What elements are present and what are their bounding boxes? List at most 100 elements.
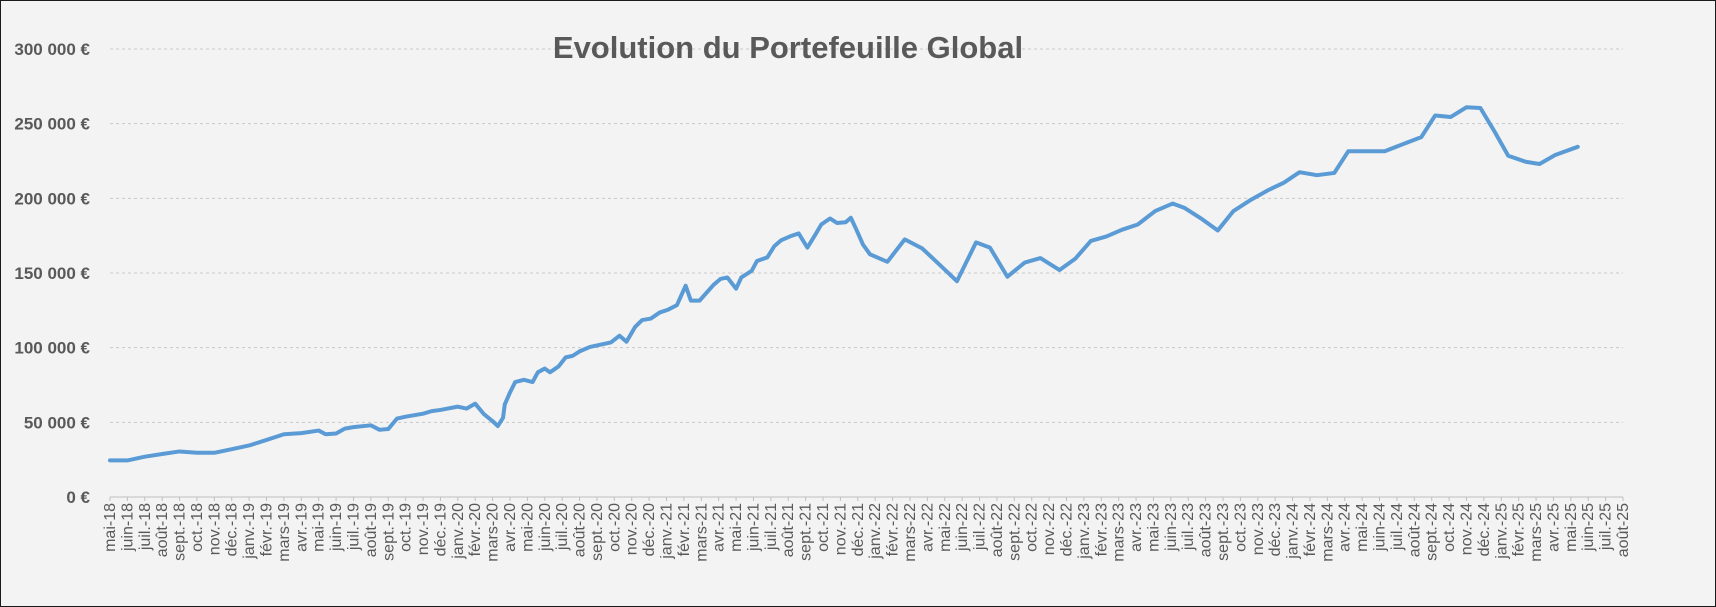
x-tick-label: déc.-18 — [224, 503, 241, 556]
x-tick-label: sept.-21 — [798, 503, 815, 561]
x-tick-label: mars-24 — [1319, 503, 1336, 562]
y-tick-label: 100 000 € — [14, 339, 90, 358]
x-tick-label: déc.-21 — [850, 503, 867, 556]
x-tick-label: oct.-22 — [1024, 503, 1041, 552]
x-tick-label: janv.-20 — [450, 503, 467, 560]
x-tick-label: août-21 — [780, 503, 797, 557]
x-tick-label: sept.-23 — [1215, 503, 1232, 561]
x-tick-label: déc.-20 — [641, 503, 658, 556]
x-tick-label: févr.-23 — [1093, 503, 1110, 556]
x-tick-label: févr.-20 — [467, 503, 484, 556]
x-tick-label: juin-20 — [537, 503, 554, 552]
x-tick-label: avr.-20 — [502, 503, 519, 552]
x-tick-label: janv.-24 — [1285, 503, 1302, 560]
x-tick-label: avr.-25 — [1545, 503, 1562, 552]
y-tick-label: 50 000 € — [24, 413, 91, 432]
x-tick-label: juin-18 — [119, 503, 136, 552]
x-tick-label: févr.-25 — [1511, 503, 1528, 556]
x-tick-label: mai-19 — [311, 503, 328, 552]
x-axis-ticks: mai-18 juin-18 juil.-18 août-18 sept.-18 oct.… — [102, 497, 1632, 562]
x-tick-label: mai-25 — [1563, 503, 1580, 552]
x-tick-label: juil.-19 — [345, 503, 362, 551]
x-tick-label: sept.-22 — [1006, 503, 1023, 561]
x-tick-label: mai-22 — [937, 503, 954, 552]
x-tick-label: janv.-19 — [241, 503, 258, 560]
x-tick-label: juin-21 — [745, 503, 762, 552]
x-tick-label: sept.-18 — [172, 503, 189, 561]
chart-title: Evolution du Portefeuille Global — [553, 30, 1023, 65]
x-tick-label: nov.-19 — [415, 503, 432, 555]
y-tick-label: 300 000 € — [14, 40, 90, 59]
y-tick-label: 150 000 € — [14, 264, 90, 283]
x-tick-label: janv.-22 — [867, 503, 884, 560]
x-tick-label: févr.-19 — [259, 503, 276, 556]
x-tick-label: mars-21 — [693, 503, 710, 562]
x-tick-label: juil.-22 — [972, 503, 989, 551]
x-tick-label: oct.-24 — [1441, 503, 1458, 552]
x-tick-label: janv.-21 — [659, 503, 676, 560]
x-tick-label: mai-20 — [519, 503, 536, 552]
x-tick-label: avr.-24 — [1337, 503, 1354, 552]
x-tick-label: avr.-22 — [919, 503, 936, 552]
x-tick-label: août-23 — [1198, 503, 1215, 557]
x-tick-label: nov.-21 — [832, 503, 849, 555]
x-tick-label: juil.-18 — [137, 503, 154, 551]
x-tick-label: juil.-25 — [1598, 503, 1615, 551]
x-tick-label: mai-24 — [1354, 503, 1371, 552]
x-tick-label: mars-23 — [1111, 503, 1128, 562]
y-tick-label: 0 € — [66, 488, 90, 507]
x-tick-label: oct.-21 — [815, 503, 832, 552]
x-tick-label: janv.-23 — [1076, 503, 1093, 560]
x-tick-label: mai-23 — [1145, 503, 1162, 552]
x-tick-label: août-25 — [1615, 503, 1632, 557]
x-tick-label: sept.-20 — [589, 503, 606, 561]
x-tick-label: mars-22 — [902, 503, 919, 562]
x-tick-label: juil.-21 — [763, 503, 780, 551]
x-tick-label: déc.-22 — [1058, 503, 1075, 556]
x-tick-label: janv.-25 — [1493, 503, 1510, 560]
x-tick-label: juin-23 — [1163, 503, 1180, 552]
x-tick-label: juin-25 — [1580, 503, 1597, 552]
x-tick-label: oct.-23 — [1232, 503, 1249, 552]
y-tick-label: 250 000 € — [14, 115, 90, 134]
x-tick-label: mai-18 — [102, 503, 119, 552]
x-tick-label: août-24 — [1406, 503, 1423, 557]
x-tick-label: mars-25 — [1528, 503, 1545, 562]
x-tick-label: mars-20 — [485, 503, 502, 562]
x-tick-label: juil.-24 — [1389, 503, 1406, 551]
x-tick-label: nov.-23 — [1250, 503, 1267, 555]
x-tick-label: mars-19 — [276, 503, 293, 562]
x-tick-label: avr.-21 — [711, 503, 728, 552]
x-tick-label: févr.-24 — [1302, 503, 1319, 556]
x-tick-label: déc.-24 — [1476, 503, 1493, 556]
x-tick-label: avr.-19 — [293, 503, 310, 552]
x-tick-label: déc.-23 — [1267, 503, 1284, 556]
gridlines — [110, 48, 1623, 423]
x-tick-label: sept.-19 — [380, 503, 397, 561]
x-tick-label: juin-24 — [1372, 503, 1389, 552]
x-tick-label: sept.-24 — [1424, 503, 1441, 561]
x-tick-label: août-18 — [154, 503, 171, 557]
x-tick-label: juin-19 — [328, 503, 345, 552]
x-tick-label: août-20 — [572, 503, 589, 557]
y-axis-ticks: 0 € 50 000 € 100 000 € 150 000 € 200 000 € 25… — [14, 40, 90, 507]
x-tick-label: oct.-18 — [189, 503, 206, 552]
x-tick-label: août-19 — [363, 503, 380, 557]
series-line-portefeuille — [108, 105, 1580, 463]
x-tick-label: déc.-19 — [432, 503, 449, 556]
y-tick-label: 200 000 € — [14, 189, 90, 208]
x-tick-label: févr.-21 — [676, 503, 693, 556]
x-tick-label: nov.-22 — [1041, 503, 1058, 555]
x-tick-label: oct.-20 — [606, 503, 623, 552]
x-tick-label: nov.-24 — [1458, 503, 1475, 555]
x-tick-label: nov.-18 — [206, 503, 223, 555]
x-tick-label: août-22 — [989, 503, 1006, 557]
x-tick-label: avr.-23 — [1128, 503, 1145, 552]
x-tick-label: juil.-20 — [554, 503, 571, 551]
x-tick-label: oct.-19 — [398, 503, 415, 552]
x-tick-label: nov.-20 — [624, 503, 641, 555]
x-tick-label: févr.-22 — [885, 503, 902, 556]
x-tick-label: mai-21 — [728, 503, 745, 552]
